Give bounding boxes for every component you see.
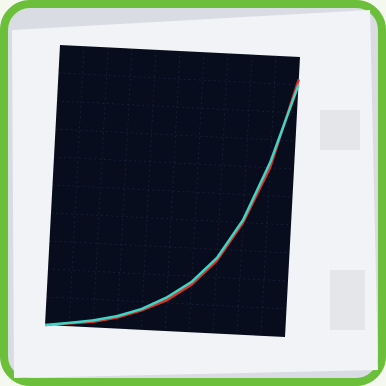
grid-line — [46, 296, 287, 310]
grid-line — [236, 54, 253, 335]
series-line — [44, 84, 300, 327]
grid-line — [188, 52, 205, 333]
grid-line — [49, 240, 290, 254]
grid-line — [260, 55, 277, 336]
plot — [44, 45, 300, 338]
grid-line — [212, 53, 229, 334]
grid-line — [164, 50, 181, 332]
legend-panel — [320, 110, 360, 150]
side-panel — [330, 270, 365, 330]
grid-line — [47, 268, 289, 282]
grid-line — [68, 46, 85, 327]
grid-line — [58, 72, 299, 86]
grid-line — [92, 47, 109, 328]
